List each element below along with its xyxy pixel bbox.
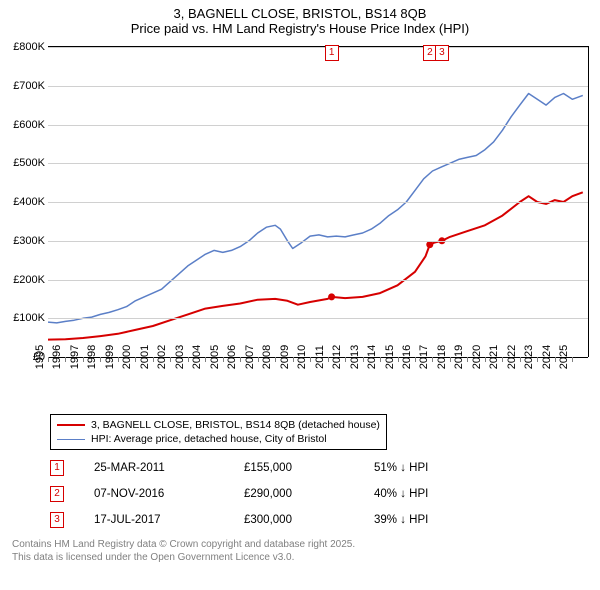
y-tick-label: £400K — [13, 196, 48, 208]
x-tick-label: 2000 — [119, 345, 133, 369]
x-tick-label: 2008 — [259, 345, 273, 369]
gridline-h — [48, 86, 588, 87]
legend-swatch — [57, 424, 85, 426]
x-tick-label: 2009 — [276, 345, 290, 369]
legend: 3, BAGNELL CLOSE, BRISTOL, BS14 8QB (det… — [50, 414, 387, 450]
y-tick-label: £200K — [13, 274, 48, 286]
title-address: 3, BAGNELL CLOSE, BRISTOL, BS14 8QB — [0, 6, 600, 21]
transactions-table: 1 25-MAR-2011£155,00051% ↓ HPI 2 07-NOV-201… — [50, 460, 600, 528]
x-tick-label: 1997 — [67, 345, 81, 369]
chart-area: £0£100K£200K£300K£400K£500K£600K£700K£80… — [0, 40, 600, 410]
x-tick-label: 2017 — [416, 345, 430, 369]
transaction-badge: 2 — [50, 486, 64, 502]
x-tick-label: 2014 — [364, 345, 378, 369]
x-tick-label: 2012 — [329, 345, 343, 369]
x-tick-label: 2022 — [504, 345, 518, 369]
transaction-row: 3 17-JUL-2017£300,00039% ↓ HPI — [50, 512, 600, 528]
gridline-h — [48, 280, 588, 281]
x-tick-label: 2005 — [207, 345, 221, 369]
x-tick-label: 2003 — [172, 345, 186, 369]
x-tick-label: 1995 — [32, 345, 46, 369]
transaction-price: £290,000 — [244, 488, 374, 500]
x-tick-label: 2016 — [399, 345, 413, 369]
footer: Contains HM Land Registry data © Crown c… — [12, 538, 600, 564]
data-marker — [426, 241, 433, 248]
data-marker — [328, 293, 335, 300]
transaction-row: 1 25-MAR-2011£155,00051% ↓ HPI — [50, 460, 600, 476]
transaction-date: 07-NOV-2016 — [94, 488, 244, 500]
legend-swatch — [57, 439, 85, 440]
footer-line2: This data is licensed under the Open Gov… — [12, 551, 600, 564]
x-tick-label: 2010 — [294, 345, 308, 369]
x-tick-label: 2021 — [486, 345, 500, 369]
transaction-row: 2 07-NOV-2016£290,00040% ↓ HPI — [50, 486, 600, 502]
gridline-h — [48, 318, 588, 319]
gridline-h — [48, 125, 588, 126]
x-tick-label: 2020 — [469, 345, 483, 369]
x-tick-label: 2006 — [224, 345, 238, 369]
x-tick-label: 2002 — [154, 345, 168, 369]
x-tick-label: 1996 — [49, 345, 63, 369]
gridline-h — [48, 241, 588, 242]
x-tick-mark — [310, 357, 311, 362]
transaction-badge: 1 — [50, 460, 64, 476]
x-tick-label: 2004 — [189, 345, 203, 369]
transaction-hpi: 51% ↓ HPI — [374, 462, 494, 474]
x-tick-label: 2024 — [539, 345, 553, 369]
x-tick-mark — [572, 357, 573, 362]
legend-label: 3, BAGNELL CLOSE, BRISTOL, BS14 8QB (det… — [91, 419, 380, 431]
x-tick-label: 2011 — [312, 345, 326, 369]
x-tick-label: 2025 — [556, 345, 570, 369]
y-tick-label: £100K — [13, 312, 48, 324]
x-tick-label: 2023 — [521, 345, 535, 369]
y-tick-label: £600K — [13, 119, 48, 131]
x-tick-label: 2001 — [137, 345, 151, 369]
transaction-badge: 3 — [50, 512, 64, 528]
transaction-price: £300,000 — [244, 514, 374, 526]
x-tick-label: 1999 — [102, 345, 116, 369]
transaction-date: 25-MAR-2011 — [94, 462, 244, 474]
transaction-price: £155,000 — [244, 462, 374, 474]
legend-row: HPI: Average price, detached house, City… — [57, 432, 380, 446]
x-tick-label: 2019 — [451, 345, 465, 369]
gridline-h — [48, 47, 588, 48]
annotation-badge-1: 1 — [325, 45, 339, 61]
plot-area: £0£100K£200K£300K£400K£500K£600K£700K£80… — [48, 46, 589, 357]
title-subtitle: Price paid vs. HM Land Registry's House … — [0, 21, 600, 36]
transaction-hpi: 40% ↓ HPI — [374, 488, 494, 500]
gridline-h — [48, 163, 588, 164]
y-tick-label: £500K — [13, 157, 48, 169]
chart-container: 3, BAGNELL CLOSE, BRISTOL, BS14 8QB Pric… — [0, 0, 600, 564]
y-tick-label: £700K — [13, 80, 48, 92]
transaction-hpi: 39% ↓ HPI — [374, 514, 494, 526]
y-tick-label: £800K — [13, 41, 48, 53]
legend-label: HPI: Average price, detached house, City… — [91, 433, 327, 445]
footer-line1: Contains HM Land Registry data © Crown c… — [12, 538, 600, 551]
title-block: 3, BAGNELL CLOSE, BRISTOL, BS14 8QB Pric… — [0, 0, 600, 40]
transaction-date: 17-JUL-2017 — [94, 514, 244, 526]
x-tick-label: 2015 — [381, 345, 395, 369]
annotation-badge-3: 3 — [435, 45, 449, 61]
gridline-h — [48, 202, 588, 203]
y-tick-label: £300K — [13, 235, 48, 247]
x-tick-label: 2007 — [241, 345, 255, 369]
x-tick-label: 2018 — [434, 345, 448, 369]
x-tick-label: 2013 — [346, 345, 360, 369]
x-tick-label: 1998 — [84, 345, 98, 369]
legend-row: 3, BAGNELL CLOSE, BRISTOL, BS14 8QB (det… — [57, 418, 380, 432]
series-hpi — [48, 94, 583, 323]
